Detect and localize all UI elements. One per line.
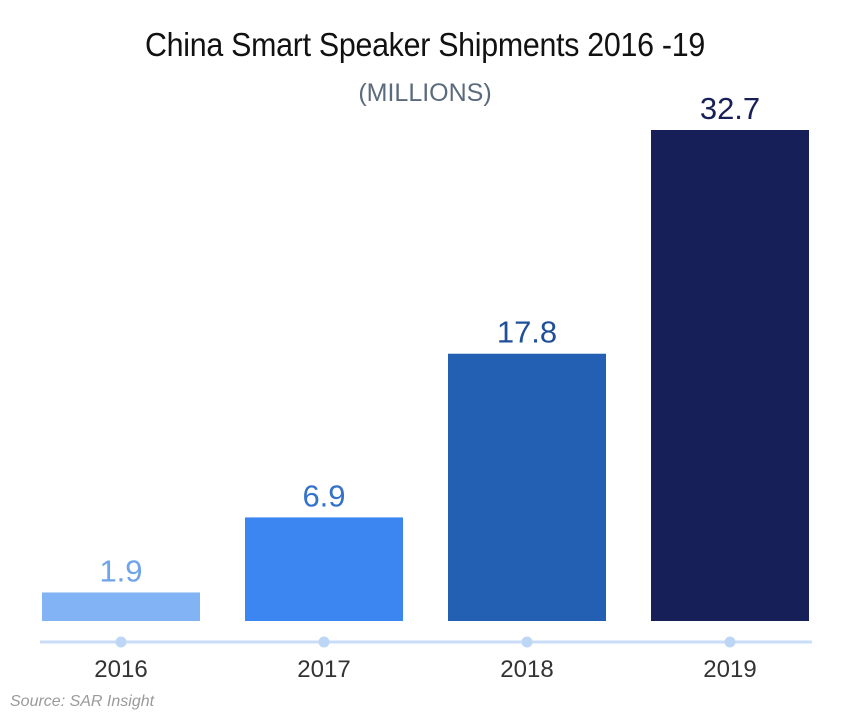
bar-value-label-2018: 17.8 xyxy=(497,315,557,350)
x-tick-label-2017: 2017 xyxy=(297,656,350,683)
x-tick-label-2018: 2018 xyxy=(500,656,553,683)
bar-value-label-2017: 6.9 xyxy=(302,478,345,513)
chart-subtitle: (MILLIONS) xyxy=(358,79,492,107)
bar-2018 xyxy=(448,353,606,621)
bar-value-label-2019: 32.7 xyxy=(700,91,760,126)
axis-tick-dot xyxy=(318,636,330,648)
bar-2016 xyxy=(42,592,200,621)
bar-value-label-2016: 1.9 xyxy=(99,553,142,588)
axis-tick-dot xyxy=(724,636,736,648)
source-note: Source: SAR Insight xyxy=(10,693,155,710)
axis-tick-dot xyxy=(115,636,127,648)
axis-tick-dot xyxy=(521,636,533,648)
x-tick-label-2016: 2016 xyxy=(94,656,147,683)
x-tick-label-2019: 2019 xyxy=(703,656,756,683)
bar-2019 xyxy=(651,130,809,621)
chart-title: China Smart Speaker Shipments 2016 -19 xyxy=(145,26,705,63)
bar-2017 xyxy=(245,517,403,621)
